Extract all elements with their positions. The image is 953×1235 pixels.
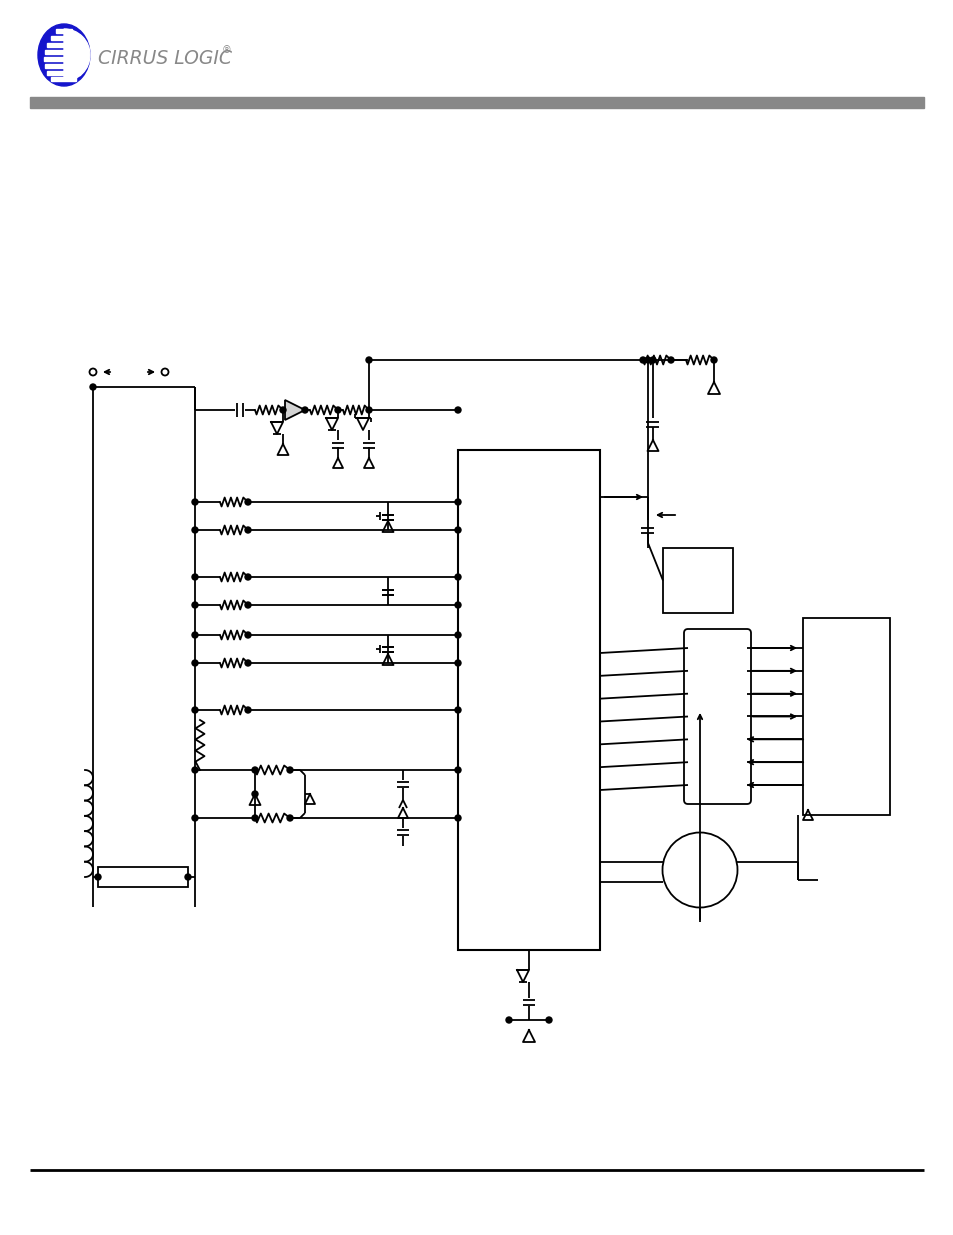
Circle shape — [335, 408, 340, 412]
Circle shape — [302, 408, 308, 412]
Circle shape — [192, 499, 198, 505]
Circle shape — [185, 874, 191, 881]
Bar — [47, 43, 81, 47]
Circle shape — [455, 499, 460, 505]
Circle shape — [649, 357, 656, 363]
Circle shape — [192, 632, 198, 638]
Circle shape — [192, 527, 198, 534]
Bar — [45, 64, 83, 68]
Bar — [44, 57, 84, 62]
Circle shape — [644, 357, 650, 363]
Bar — [802, 618, 889, 815]
Circle shape — [287, 815, 293, 821]
Circle shape — [245, 601, 251, 608]
Circle shape — [545, 1016, 552, 1023]
Bar — [56, 28, 71, 33]
Circle shape — [710, 357, 717, 363]
Circle shape — [287, 767, 293, 773]
Circle shape — [252, 790, 257, 797]
Circle shape — [366, 357, 372, 363]
Text: ®: ® — [222, 44, 232, 56]
Circle shape — [252, 767, 257, 773]
Bar — [45, 49, 83, 54]
Circle shape — [366, 408, 372, 412]
Bar — [51, 36, 77, 41]
Bar — [48, 70, 80, 75]
Circle shape — [192, 815, 198, 821]
Circle shape — [245, 706, 251, 713]
Circle shape — [192, 767, 198, 773]
Wedge shape — [64, 28, 90, 82]
Bar — [30, 98, 923, 107]
Circle shape — [245, 499, 251, 505]
Circle shape — [245, 659, 251, 666]
Circle shape — [455, 767, 460, 773]
Circle shape — [192, 706, 198, 713]
Circle shape — [192, 574, 198, 580]
Circle shape — [455, 706, 460, 713]
Bar — [98, 867, 188, 887]
Bar — [51, 77, 76, 82]
Circle shape — [455, 659, 460, 666]
Circle shape — [455, 408, 460, 412]
Circle shape — [639, 357, 645, 363]
Circle shape — [455, 574, 460, 580]
Circle shape — [252, 815, 257, 821]
Circle shape — [455, 527, 460, 534]
Circle shape — [455, 815, 460, 821]
Circle shape — [455, 601, 460, 608]
Circle shape — [455, 632, 460, 638]
Bar — [457, 450, 599, 950]
Bar — [662, 548, 732, 613]
Circle shape — [245, 527, 251, 534]
Circle shape — [90, 384, 96, 390]
Circle shape — [192, 659, 198, 666]
Circle shape — [667, 357, 673, 363]
Ellipse shape — [38, 23, 90, 86]
Circle shape — [192, 601, 198, 608]
Circle shape — [505, 1016, 512, 1023]
Circle shape — [245, 632, 251, 638]
Circle shape — [245, 574, 251, 580]
Circle shape — [95, 874, 101, 881]
Text: CIRRUS LOGIC: CIRRUS LOGIC — [98, 48, 232, 68]
Polygon shape — [285, 400, 305, 420]
Circle shape — [280, 408, 286, 412]
